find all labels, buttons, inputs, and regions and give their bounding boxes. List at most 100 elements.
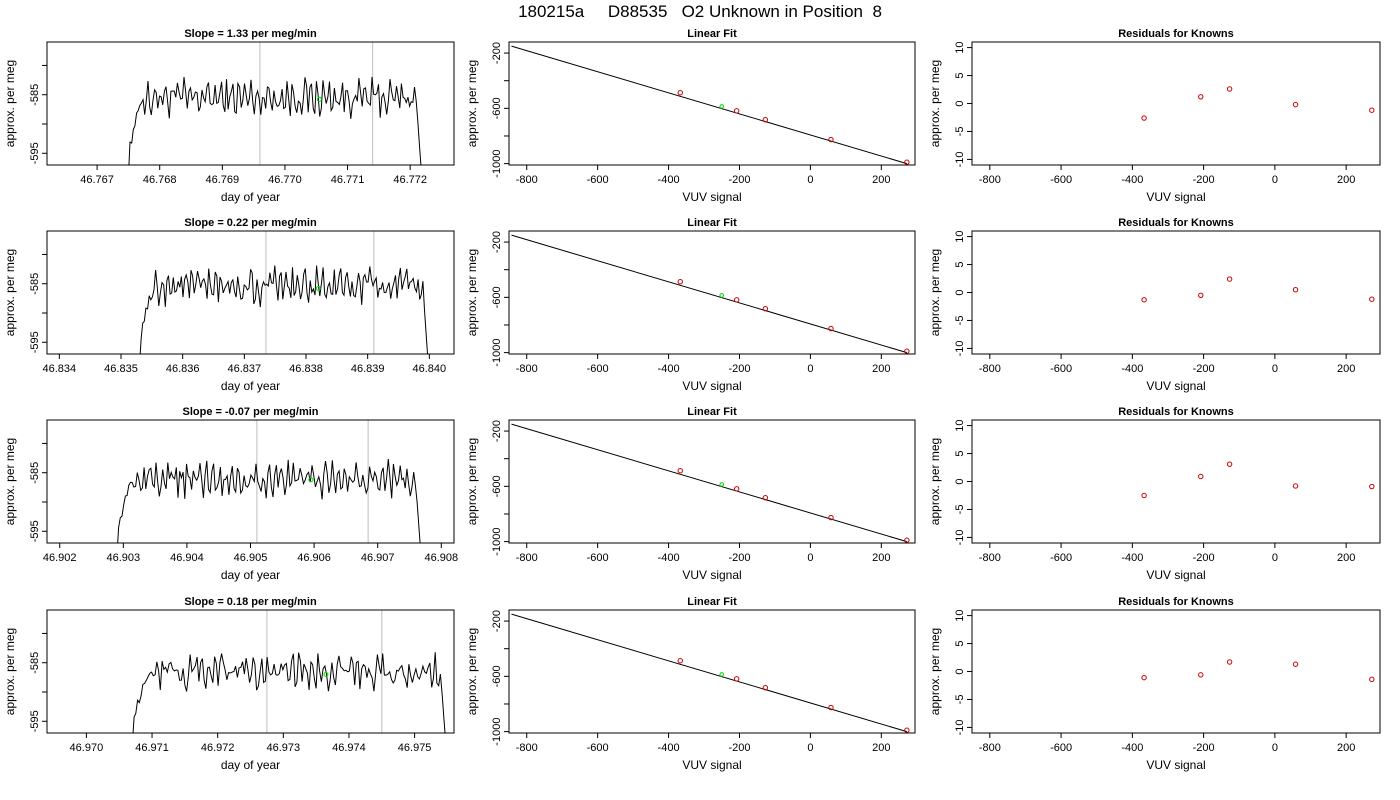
x-axis-label: VUV signal — [1146, 379, 1205, 393]
plot-area — [511, 234, 910, 354]
x-tick-label: -600 — [587, 363, 609, 375]
x-tick-label: 46.768 — [143, 174, 177, 186]
chart-panel-3: Residuals for Knowns -800 -600 -400 -200 0 200… — [928, 28, 1381, 204]
x-tick-label: 200 — [1337, 742, 1355, 754]
x-axis-label: VUV signal — [1146, 190, 1205, 204]
x-tick-label: 46.908 — [424, 552, 458, 564]
highlight-point — [308, 477, 314, 483]
plot-area — [139, 231, 429, 354]
time-series-trace — [117, 458, 421, 543]
residual-point — [1198, 473, 1204, 480]
x-tick-label: 46.902 — [43, 552, 77, 564]
x-tick-label: 46.905 — [234, 552, 268, 564]
y-tick-label: -5 — [954, 505, 966, 515]
y-tick-label: -10 — [954, 529, 966, 545]
figure-title: 180215a D88535 O2 Unknown in Position 8 — [518, 2, 882, 21]
chart-panel-4: Slope = 0.22 per meg/min 46.834 46.835 46.8… — [3, 217, 455, 393]
known-point — [762, 494, 769, 501]
residual-point — [1292, 287, 1299, 293]
y-axis-label: approx. per meg — [928, 628, 942, 715]
residual-point — [1226, 86, 1233, 92]
plot-frame — [46, 41, 455, 166]
y-axis-label: approx. per meg — [3, 628, 17, 715]
plot-frame — [971, 419, 1381, 544]
x-tick-label: -800 — [516, 742, 538, 754]
residual-point — [1226, 659, 1233, 665]
plot-frame — [46, 230, 455, 355]
plot-frame — [508, 230, 916, 355]
x-tick-label: 46.770 — [268, 174, 302, 186]
unknown-point — [719, 672, 725, 677]
x-tick-label: 46.974 — [332, 742, 366, 754]
y-tick-label: -585 — [29, 273, 41, 295]
y-axis-label: approx. per meg — [928, 60, 942, 147]
y-tick-label: -585 — [29, 84, 41, 106]
x-axis-label: day of year — [221, 190, 280, 204]
y-tick-label: -200 — [491, 42, 503, 64]
residual-point — [1292, 661, 1299, 667]
plot-frame — [971, 609, 1381, 734]
panel-title: Linear Fit — [687, 406, 737, 418]
time-series-trace — [139, 265, 429, 354]
y-tick-label: 5 — [954, 450, 966, 456]
plot-area — [1141, 276, 1375, 303]
x-tick-label: 0 — [807, 174, 813, 186]
x-tick-label: -200 — [728, 742, 750, 754]
x-tick-label: 46.906 — [297, 552, 331, 564]
residual-point — [1141, 297, 1147, 303]
y-tick-label: -585 — [29, 462, 41, 484]
y-tick-label: -5 — [954, 695, 966, 705]
x-tick-label: 200 — [1337, 363, 1355, 375]
x-tick-label: 46.975 — [398, 742, 432, 754]
known-point — [904, 537, 910, 543]
y-tick-label: 10 — [954, 609, 966, 621]
x-tick-label: -800 — [979, 742, 1001, 754]
highlight-point — [323, 671, 329, 677]
unknown-point — [719, 293, 725, 298]
plot-area — [1141, 461, 1375, 499]
x-tick-label: 46.840 — [413, 363, 447, 375]
chart-panel-1: Slope = 1.33 per meg/min 46.767 46.768 46.7… — [3, 28, 455, 204]
x-tick-label: 0 — [1272, 552, 1278, 564]
x-tick-label: 46.903 — [106, 552, 140, 564]
x-axis-label: VUV signal — [1146, 758, 1205, 772]
y-tick-label: -600 — [491, 475, 503, 497]
x-tick-label: -600 — [1050, 174, 1072, 186]
x-tick-label: 0 — [1272, 174, 1278, 186]
x-tick-label: -800 — [516, 552, 538, 564]
x-tick-label: -200 — [1193, 742, 1215, 754]
chart-panel-11: Linear Fit -800 -600 -400 -200 0 200 -200 -600 -1… — [465, 596, 916, 772]
residual-point — [1369, 296, 1375, 302]
known-point — [904, 159, 910, 165]
residual-point — [1369, 107, 1375, 113]
x-tick-label: 0 — [1272, 742, 1278, 754]
plot-frame — [508, 609, 916, 734]
x-tick-label: -400 — [1121, 742, 1143, 754]
known-point — [677, 279, 683, 285]
known-point — [828, 704, 834, 711]
plot-frame — [46, 609, 455, 734]
panel-title: Slope = -0.07 per meg/min — [182, 406, 318, 418]
x-tick-label: 0 — [807, 742, 813, 754]
y-axis-label: approx. per meg — [3, 60, 17, 147]
x-tick-label: 200 — [872, 174, 890, 186]
known-point — [904, 727, 910, 733]
x-tick-label: 46.834 — [43, 363, 77, 375]
y-axis-label: approx. per meg — [928, 249, 942, 336]
y-tick-label: -200 — [491, 420, 503, 442]
y-tick-label: -595 — [29, 710, 41, 732]
y-tick-label: -600 — [491, 286, 503, 308]
x-tick-label: 46.838 — [289, 363, 323, 375]
y-axis-label: approx. per meg — [3, 249, 17, 336]
x-tick-label: 46.836 — [166, 363, 200, 375]
residual-point — [1292, 101, 1299, 108]
x-tick-label: 46.970 — [70, 742, 104, 754]
plot-frame — [508, 419, 916, 544]
chart-panel-6: Residuals for Knowns -800 -600 -400 -200 0 200… — [928, 217, 1381, 393]
y-tick-label: 5 — [954, 261, 966, 267]
x-tick-label: -200 — [1193, 552, 1215, 564]
plot-area — [511, 423, 910, 543]
y-axis-label: approx. per meg — [465, 249, 479, 336]
plot-frame — [971, 230, 1381, 355]
residual-point — [1369, 483, 1375, 490]
